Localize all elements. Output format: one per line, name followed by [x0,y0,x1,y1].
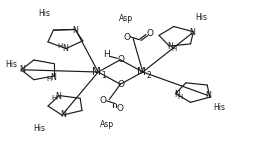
Text: O: O [117,55,124,64]
Text: His: His [33,124,45,133]
Text: O: O [123,33,130,42]
Text: N: N [173,90,179,99]
Text: His: His [38,9,51,18]
Text: M: M [137,67,145,77]
Text: 2: 2 [146,71,150,80]
Text: N: N [60,110,66,119]
Text: N: N [167,42,173,51]
Text: 1: 1 [101,71,106,80]
Text: N: N [50,73,56,82]
Text: Asp: Asp [100,120,114,129]
Text: His: His [195,13,207,22]
Text: H: H [51,95,56,101]
Text: N: N [205,91,211,100]
Text: H: H [58,43,63,49]
Text: O: O [116,104,123,113]
Text: His: His [212,103,225,112]
Text: N: N [62,44,68,53]
Text: O: O [117,80,124,89]
Text: N: N [72,26,78,35]
Text: His: His [5,60,18,69]
Text: O: O [146,29,153,38]
Text: N: N [188,28,194,37]
Text: O: O [99,96,106,105]
Text: N: N [55,92,61,101]
Text: Asp: Asp [119,14,133,23]
Text: N: N [19,65,25,74]
Text: H: H [171,46,176,52]
Text: H: H [177,94,182,100]
Text: H: H [46,76,52,82]
Text: H: H [103,50,109,59]
Text: M: M [92,67,101,77]
